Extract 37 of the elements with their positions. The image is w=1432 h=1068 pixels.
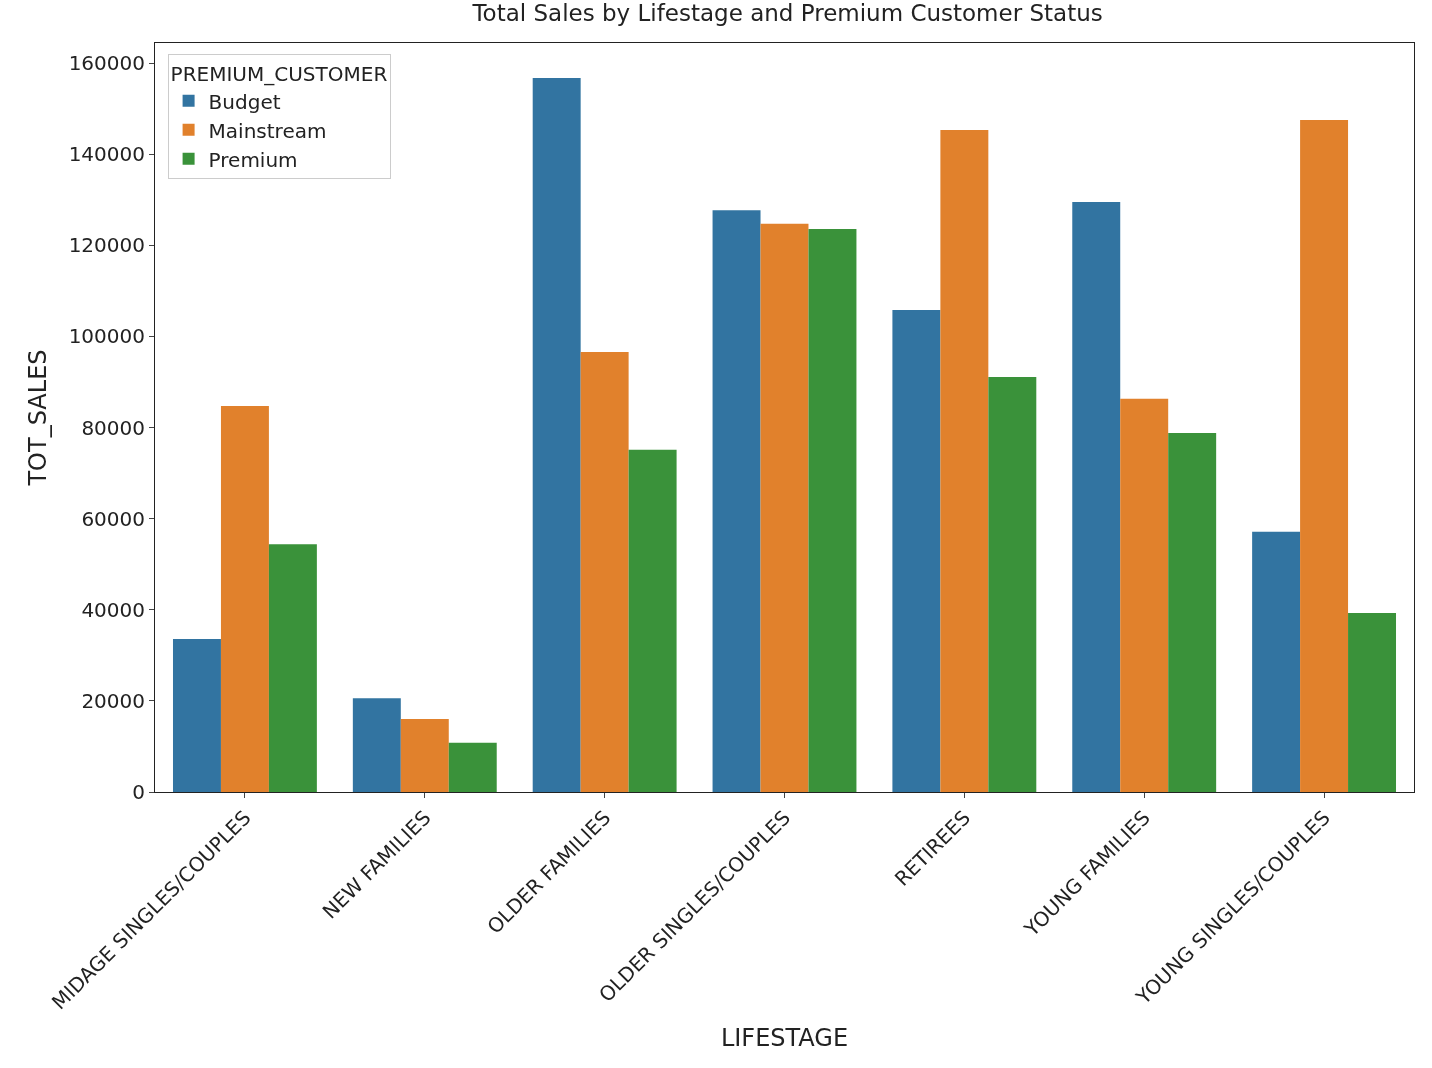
bar — [1300, 120, 1349, 792]
y-tick-label: 0 — [132, 780, 145, 804]
chart-title: Total Sales by Lifestage and Premium Customer Status — [471, 0, 1103, 27]
legend-label: Premium — [208, 147, 298, 172]
bar — [580, 351, 629, 792]
y-tick-label: 140000 — [68, 142, 145, 167]
bar — [892, 309, 941, 792]
y-tick-label: 160000 — [68, 51, 145, 76]
bar — [1348, 612, 1397, 792]
bar — [1252, 531, 1301, 792]
y-tick-label: 100000 — [68, 324, 145, 349]
y-tick-label: 60000 — [81, 506, 145, 531]
y-tick-label: 20000 — [81, 688, 145, 713]
bar — [760, 223, 809, 792]
bar — [1120, 398, 1169, 792]
bar — [1168, 432, 1217, 792]
legend-title: PREMIUM_CUSTOMER — [170, 62, 388, 87]
bar — [628, 449, 677, 792]
y-tick-label: 80000 — [81, 415, 145, 440]
x-axis-title: LIFESTAGE — [720, 1023, 849, 1052]
y-tick-label: 40000 — [81, 597, 145, 622]
bar — [1072, 202, 1121, 792]
bar — [400, 719, 449, 792]
bar — [268, 544, 317, 792]
bar — [988, 376, 1037, 792]
bar — [712, 210, 761, 792]
legend-label: Mainstream — [208, 118, 327, 143]
y-tick-label: 120000 — [68, 233, 145, 258]
bar — [352, 698, 401, 792]
bar — [220, 406, 269, 792]
bar — [808, 228, 857, 792]
bar — [448, 742, 497, 792]
bar — [532, 78, 581, 792]
bar — [940, 130, 989, 792]
bar — [172, 638, 221, 792]
y-axis-title: TOT_SALES — [23, 349, 52, 487]
legend-label: Budget — [208, 89, 281, 114]
